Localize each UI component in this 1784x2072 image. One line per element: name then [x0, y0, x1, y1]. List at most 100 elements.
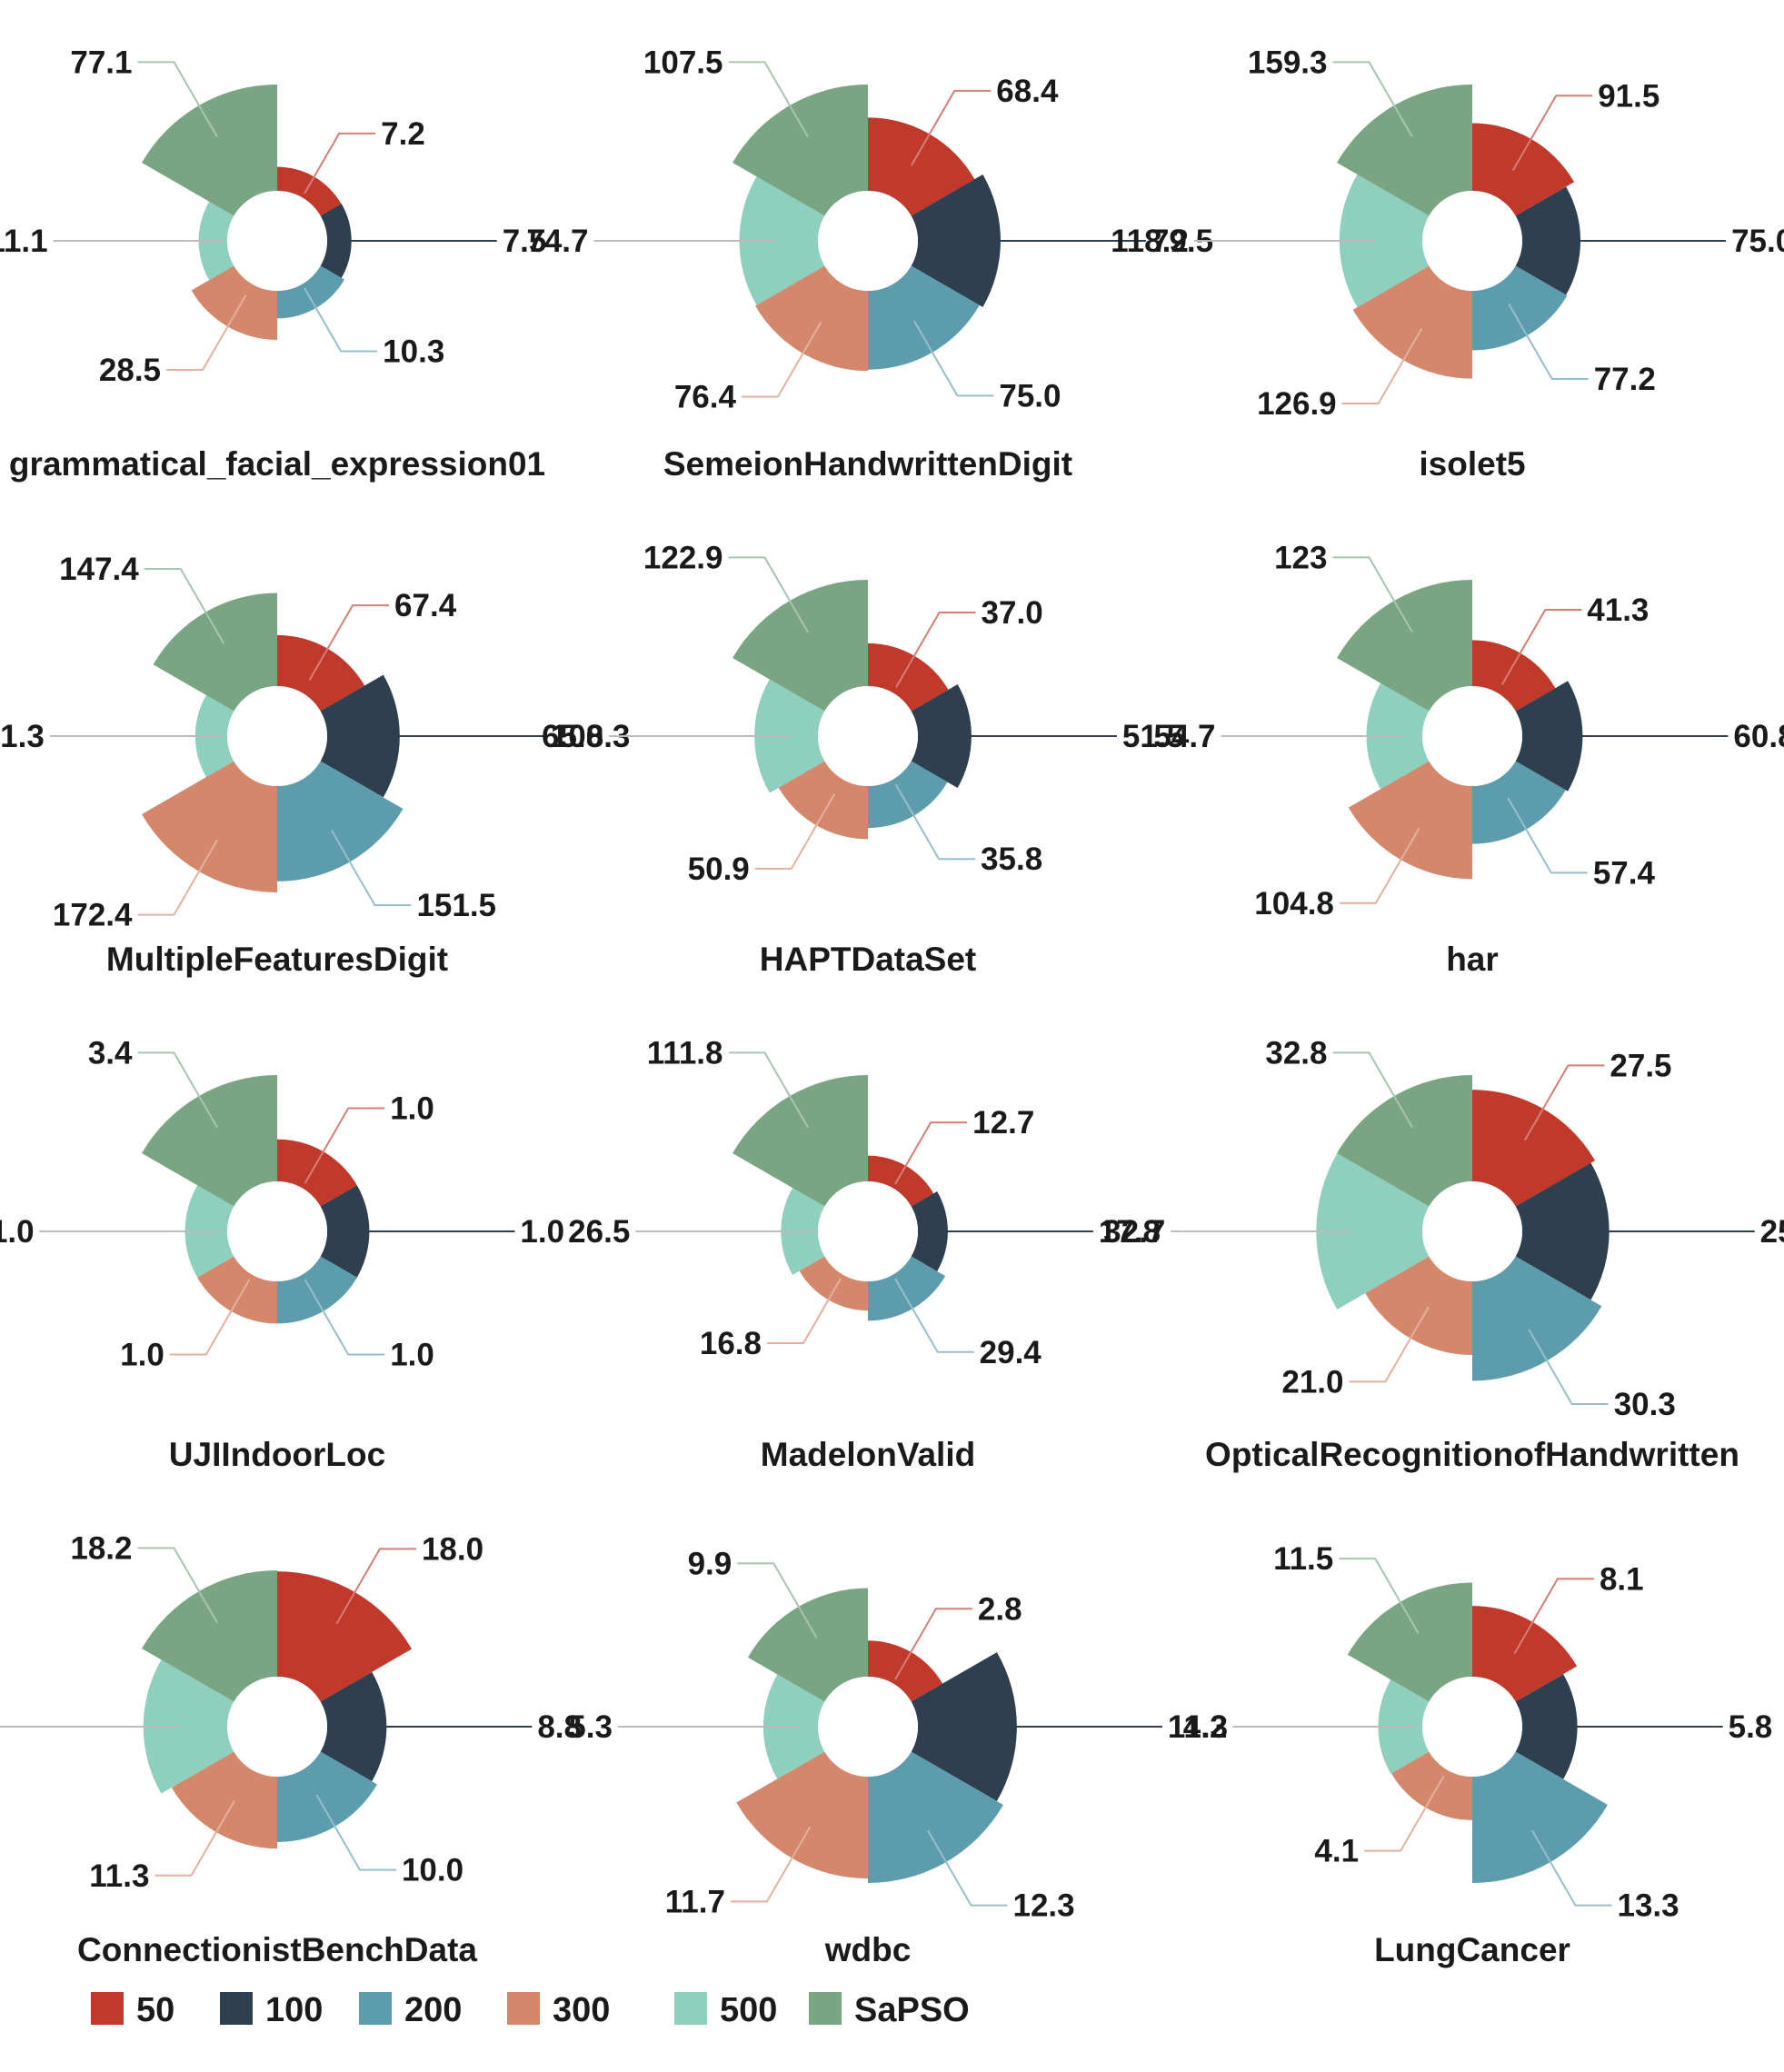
data-label: 16.8 — [700, 1326, 762, 1361]
rose-sector-200 — [277, 1256, 357, 1324]
center-hole — [818, 1181, 918, 1281]
chart-title: wdbc — [824, 1931, 912, 1968]
rose-sector-50 — [868, 1640, 943, 1702]
rose-sector-sapso — [142, 1569, 277, 1702]
leader-line — [1349, 1306, 1430, 1383]
leader-line — [1341, 328, 1423, 404]
data-label: 4.1 — [1314, 1834, 1359, 1869]
data-label: 30.3 — [1614, 1387, 1676, 1422]
legend-swatch-sapso — [809, 1992, 842, 2025]
leader-line — [137, 839, 218, 916]
data-label: 1.0 — [390, 1091, 434, 1127]
leader-line — [894, 1278, 974, 1353]
data-label: 3.4 — [88, 1035, 133, 1071]
chart-title: HAPTDataSet — [760, 941, 977, 978]
data-label: 7.5 — [503, 224, 547, 259]
chart-title: LungCancer — [1374, 1931, 1570, 1968]
leader-line — [331, 830, 412, 907]
leader-line — [154, 1799, 235, 1877]
data-label: 111.8 — [647, 1035, 723, 1071]
data-label: 9.9 — [688, 1546, 733, 1581]
leader-line — [304, 1107, 385, 1184]
data-label: 75.0 — [999, 378, 1061, 413]
rose-sector-100 — [911, 174, 1001, 307]
data-label: 104.8 — [1254, 886, 1334, 921]
chart-title: MultipleFeaturesDigit — [106, 941, 448, 978]
legend-label: 100 — [265, 1991, 323, 2029]
leader-line — [1332, 1051, 1413, 1129]
rose-sector-200 — [868, 265, 980, 370]
data-label: 10.3 — [383, 334, 444, 370]
leader-line — [137, 1051, 218, 1129]
data-label: 77.1 — [70, 45, 132, 80]
data-label: 126.9 — [1257, 386, 1337, 422]
leader-line — [894, 783, 976, 861]
data-label: 4.2 — [1183, 1709, 1228, 1745]
data-label: 60.8 — [1733, 719, 1784, 754]
chart-title: har — [1446, 941, 1499, 978]
rose-sector-sapso — [1337, 85, 1472, 216]
legend-label: 500 — [720, 1991, 777, 2029]
data-label: 1.0 — [520, 1214, 564, 1250]
rose-chart: 91.5 75.0 77.2 126.9 118.2 159.3 isolet5 — [1111, 45, 1784, 483]
legend-label: 200 — [404, 1991, 462, 2029]
legend: 50 100 200 300 500 SaPSO — [91, 1991, 970, 2029]
rose-sector-sapso — [142, 85, 277, 216]
rose-sector-sapso — [1337, 580, 1472, 712]
rose-chart: 18.08.810.011.313.718.2ConnectionistBenc… — [0, 1530, 582, 1968]
legend-swatch-200 — [359, 1992, 392, 2025]
rose-sector-300 — [1352, 265, 1472, 379]
data-label: 8.8 — [537, 1709, 582, 1745]
data-label: 41.3 — [1587, 593, 1649, 628]
data-label: 54.7 — [1153, 719, 1215, 754]
leader-line — [728, 61, 809, 138]
data-label: 37.0 — [982, 595, 1043, 631]
rose-sector-sapso — [733, 85, 868, 216]
leader-line — [894, 1121, 968, 1185]
center-hole — [1422, 1181, 1522, 1281]
data-label: 18.2 — [70, 1530, 132, 1566]
data-label: 32.7 — [1103, 1214, 1165, 1250]
chart-title: UJIIndoorLoc — [169, 1436, 385, 1473]
data-label: 65.0 — [542, 719, 603, 754]
rose-sector-200 — [277, 761, 404, 882]
rose-sector-100 — [320, 674, 400, 798]
data-label: 18.0 — [422, 1531, 483, 1567]
data-label: 11.3 — [89, 1858, 149, 1894]
leader-line — [1507, 797, 1588, 874]
data-label: 5.3 — [568, 1709, 613, 1745]
leader-line — [741, 321, 822, 398]
leader-line — [1524, 1064, 1605, 1141]
rose-sector-200 — [1472, 265, 1568, 351]
data-label: 118.2 — [1111, 224, 1189, 259]
rose-sector-200 — [868, 1256, 946, 1321]
leader-line — [910, 89, 992, 166]
leader-line — [137, 61, 218, 138]
legend-label: SaPSO — [854, 1991, 970, 2029]
rose-chart: 41.3 60.8 57.4 104.8 54.7 123 har — [1153, 540, 1784, 978]
data-label: 21.0 — [1281, 1364, 1343, 1400]
legend-swatch-100 — [220, 1992, 253, 2025]
data-label: 8.1 — [1600, 1561, 1644, 1597]
rose-sector-200 — [277, 1751, 377, 1842]
data-label: 1.0 — [390, 1337, 434, 1372]
leader-line — [1332, 61, 1413, 138]
rose-sector-300 — [1348, 761, 1472, 880]
data-label: 27.5 — [1610, 1048, 1671, 1083]
data-label: 122.9 — [643, 540, 723, 575]
rose-sector-200 — [1472, 1751, 1608, 1883]
rose-chart: 67.4108.3151.5172.431.3147.4MultipleFeat… — [0, 552, 630, 978]
center-hole — [227, 686, 327, 786]
data-label: 77.2 — [1594, 362, 1656, 397]
rose-sector-300 — [736, 1751, 868, 1879]
leader-line — [304, 132, 376, 194]
rose-sector-100 — [1515, 1162, 1610, 1300]
leader-line — [1528, 1329, 1609, 1405]
leader-line — [169, 1279, 251, 1356]
data-label: 12.7 — [972, 1105, 1034, 1141]
chart-title: grammatical_facial_expression01 — [9, 445, 545, 483]
center-hole — [818, 1677, 918, 1777]
data-label: 26.5 — [568, 1214, 630, 1250]
center-hole — [818, 686, 918, 786]
